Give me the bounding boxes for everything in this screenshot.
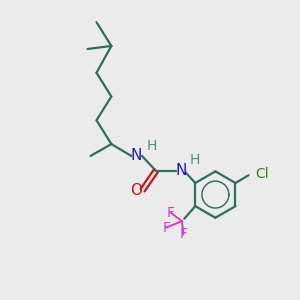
Text: F: F xyxy=(167,206,175,220)
Text: N: N xyxy=(176,163,187,178)
Text: O: O xyxy=(130,183,142,198)
Text: H: H xyxy=(146,139,157,152)
Text: H: H xyxy=(189,153,200,167)
Text: F: F xyxy=(163,220,170,235)
Text: F: F xyxy=(179,227,188,242)
Text: N: N xyxy=(131,148,142,164)
Text: Cl: Cl xyxy=(255,167,269,181)
